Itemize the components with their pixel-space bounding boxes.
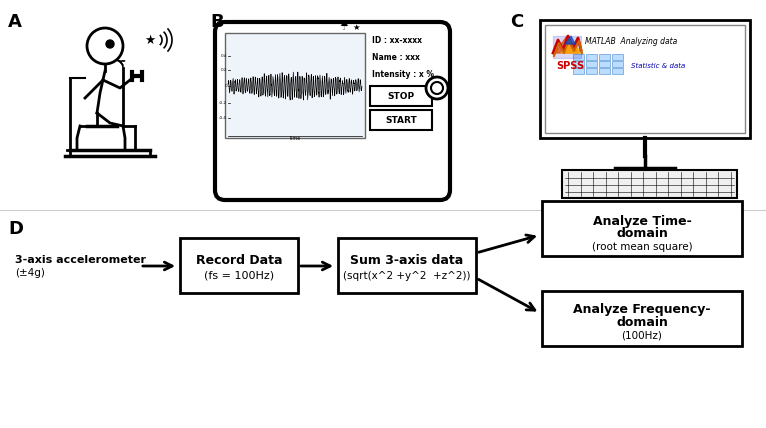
Bar [586,54,597,60]
Text: Intensity : x %: Intensity : x % [372,70,434,79]
Circle shape [426,77,448,99]
Bar [545,25,745,133]
Text: ID : xx-xxxx: ID : xx-xxxx [372,36,422,45]
Text: (±4g): (±4g) [15,268,45,278]
Text: ☂: ☂ [340,22,349,32]
Text: domain: domain [616,226,668,240]
Text: Analyze Time-: Analyze Time- [593,214,692,228]
Bar [586,61,597,67]
FancyBboxPatch shape [215,22,450,200]
Text: Record Data: Record Data [196,255,282,268]
Polygon shape [555,36,579,53]
Text: (root mean square): (root mean square) [591,242,692,252]
Bar [338,238,476,293]
Bar [225,33,365,138]
Circle shape [87,28,123,64]
Polygon shape [565,36,575,44]
Text: B: B [210,13,224,31]
Bar [370,86,432,106]
Text: time: time [290,136,300,141]
Text: 0.2: 0.2 [221,68,227,72]
Text: Name : xxx: Name : xxx [372,53,420,62]
Text: (sqrt(x^2 +y^2  +z^2)): (sqrt(x^2 +y^2 +z^2)) [343,271,471,281]
Bar [573,61,584,67]
Text: -0.4: -0.4 [219,116,227,120]
Bar [540,20,750,138]
Text: D: D [8,220,23,238]
Text: MATLAB  Analyzing data: MATLAB Analyzing data [585,36,677,45]
Text: Sum 3-axis data: Sum 3-axis data [350,255,463,268]
Bar [612,61,623,67]
Bar [370,110,432,130]
Text: ★: ★ [352,23,359,32]
Text: Analyze Frequency-: Analyze Frequency- [573,303,711,316]
Bar [586,68,597,74]
Text: (fs = 100Hz): (fs = 100Hz) [204,271,274,281]
Text: (100Hz): (100Hz) [621,331,663,341]
Bar [542,201,742,256]
Bar [612,68,623,74]
Bar [599,54,610,60]
Text: 3-axis accelerometer: 3-axis accelerometer [15,255,146,265]
Text: 0: 0 [224,84,227,88]
Text: C: C [510,13,523,31]
Text: A: A [8,13,22,31]
Bar [573,68,584,74]
Bar [599,61,610,67]
Bar [612,54,623,60]
Text: ★: ★ [144,33,155,47]
Text: START: START [385,116,417,125]
Bar [573,54,584,60]
Text: Statistic & data: Statistic & data [631,63,686,69]
Text: 0.4: 0.4 [221,54,227,58]
Circle shape [106,40,114,48]
Text: -0.2: -0.2 [219,101,227,105]
Bar [599,68,610,74]
Text: domain: domain [616,315,668,329]
Text: STOP: STOP [388,92,414,101]
Text: SPSS: SPSS [556,61,584,71]
Bar [180,238,298,293]
Bar [542,291,742,346]
Bar [562,170,737,198]
Polygon shape [561,42,581,53]
